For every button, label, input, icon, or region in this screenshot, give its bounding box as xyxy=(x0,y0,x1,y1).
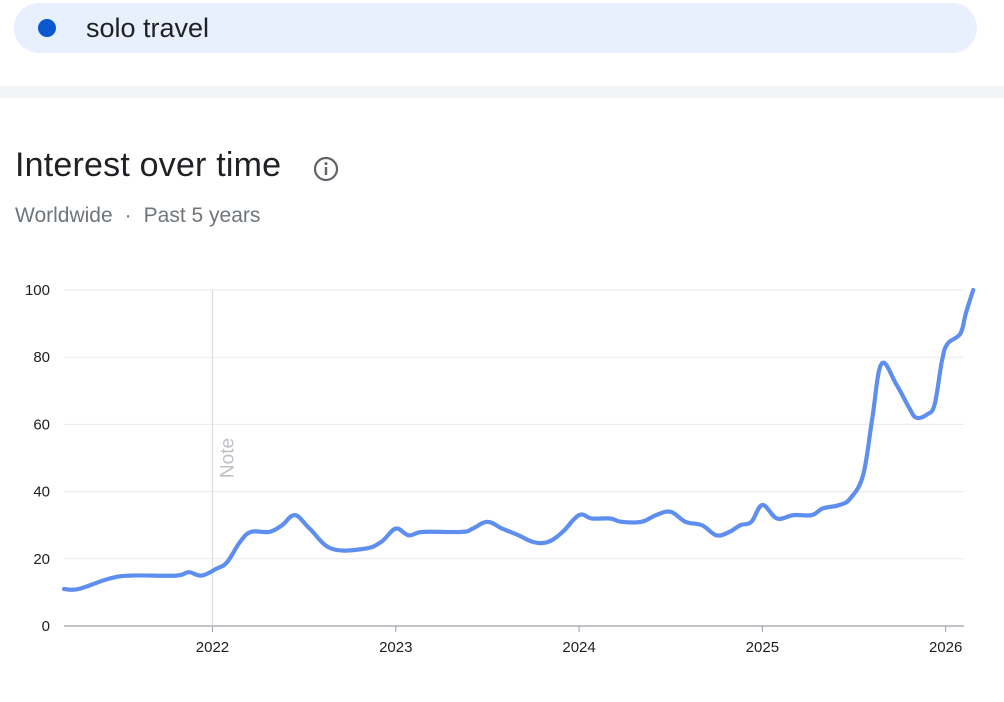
data-point[interactable] xyxy=(362,546,368,552)
data-point[interactable] xyxy=(576,512,582,518)
data-point[interactable] xyxy=(589,516,595,522)
y-tick-label: 20 xyxy=(33,551,50,568)
data-point[interactable] xyxy=(186,569,192,575)
data-point[interactable] xyxy=(224,559,230,565)
data-point[interactable] xyxy=(279,522,285,528)
data-point[interactable] xyxy=(893,381,899,387)
data-point[interactable] xyxy=(913,415,919,421)
card-title: Interest over time xyxy=(15,146,282,184)
data-point[interactable] xyxy=(860,472,866,478)
data-point[interactable] xyxy=(618,519,624,525)
data-point[interactable] xyxy=(127,573,133,579)
data-point[interactable] xyxy=(292,512,298,518)
data-point[interactable] xyxy=(774,516,780,522)
data-point[interactable] xyxy=(420,529,426,535)
data-point[interactable] xyxy=(682,519,688,525)
series-color-dot xyxy=(38,19,56,37)
data-point[interactable] xyxy=(329,546,335,552)
data-point[interactable] xyxy=(879,361,885,367)
series-layer xyxy=(61,287,976,592)
y-axis-ticks: 0 20 40 60 80 100 xyxy=(25,282,50,635)
y-tick-label: 100 xyxy=(25,282,50,299)
data-point[interactable] xyxy=(61,586,67,592)
data-point[interactable] xyxy=(970,287,976,293)
grid-layer xyxy=(64,289,964,627)
region-label[interactable]: Worldwide xyxy=(15,204,113,227)
data-point[interactable] xyxy=(248,529,254,535)
section-divider xyxy=(0,86,1004,98)
search-term-label: solo travel xyxy=(86,12,210,43)
search-term-strip: solo travel xyxy=(0,0,1004,86)
data-point[interactable] xyxy=(560,529,566,535)
data-point[interactable] xyxy=(726,529,732,535)
x-tick-label: 2022 xyxy=(196,639,229,656)
period-label[interactable]: Past 5 years xyxy=(143,204,261,227)
data-point[interactable] xyxy=(105,576,111,582)
data-point[interactable] xyxy=(199,573,205,579)
data-point[interactable] xyxy=(809,512,815,518)
data-point[interactable] xyxy=(847,495,853,501)
data-point[interactable] xyxy=(470,526,476,532)
data-point[interactable] xyxy=(76,586,82,592)
interest-over-time-chart: Note 0 20 40 60 80 100 2022 2023 2024 2025 2026 xyxy=(25,282,976,656)
data-point[interactable] xyxy=(737,522,743,528)
x-tick-label: 2025 xyxy=(746,639,779,656)
search-term-chip[interactable]: solo travel xyxy=(14,3,977,53)
data-point[interactable] xyxy=(699,522,705,528)
data-point[interactable] xyxy=(836,502,842,508)
data-point[interactable] xyxy=(924,411,930,417)
data-point[interactable] xyxy=(906,405,912,411)
data-point[interactable] xyxy=(963,311,969,317)
x-tick-label: 2023 xyxy=(379,639,412,656)
data-point[interactable] xyxy=(266,529,272,535)
x-tick-label: 2024 xyxy=(562,639,595,656)
data-point[interactable] xyxy=(393,526,399,532)
note-layer: Note xyxy=(211,290,238,626)
data-point[interactable] xyxy=(939,358,945,364)
y-tick-label: 0 xyxy=(42,618,50,635)
data-point[interactable] xyxy=(406,532,412,538)
data-point[interactable] xyxy=(307,526,313,532)
data-point[interactable] xyxy=(459,529,465,535)
series-line-solo-travel[interactable] xyxy=(61,287,976,592)
y-tick-label: 60 xyxy=(33,416,50,433)
card-subtitle: Worldwide · Past 5 years xyxy=(15,204,260,228)
note-label[interactable]: Note xyxy=(217,438,238,478)
y-tick-label: 80 xyxy=(33,349,50,366)
data-point[interactable] xyxy=(530,539,536,545)
data-point[interactable] xyxy=(759,502,765,508)
info-icon[interactable] xyxy=(312,155,340,183)
data-point[interactable] xyxy=(748,519,754,525)
data-point[interactable] xyxy=(484,519,490,525)
data-point[interactable] xyxy=(213,566,219,572)
data-point[interactable] xyxy=(820,505,826,511)
data-point[interactable] xyxy=(945,341,951,347)
data-point[interactable] xyxy=(714,532,720,538)
data-point[interactable] xyxy=(791,512,797,518)
data-point[interactable] xyxy=(378,539,384,545)
subtitle-separator: · xyxy=(124,204,132,227)
x-axis-ticks: 2022 2023 2024 2025 2026 xyxy=(196,626,962,656)
y-tick-label: 40 xyxy=(33,484,50,501)
data-point[interactable] xyxy=(607,516,613,522)
data-point[interactable] xyxy=(932,401,938,407)
x-tick-label: 2026 xyxy=(929,639,962,656)
data-point[interactable] xyxy=(545,539,551,545)
data-point[interactable] xyxy=(653,512,659,518)
data-point[interactable] xyxy=(869,415,875,421)
data-point[interactable] xyxy=(173,573,179,579)
data-point[interactable] xyxy=(516,532,522,538)
data-point[interactable] xyxy=(638,519,644,525)
data-point[interactable] xyxy=(668,509,674,515)
data-point[interactable] xyxy=(957,331,963,337)
data-point[interactable] xyxy=(237,539,243,545)
data-point[interactable] xyxy=(499,526,505,532)
